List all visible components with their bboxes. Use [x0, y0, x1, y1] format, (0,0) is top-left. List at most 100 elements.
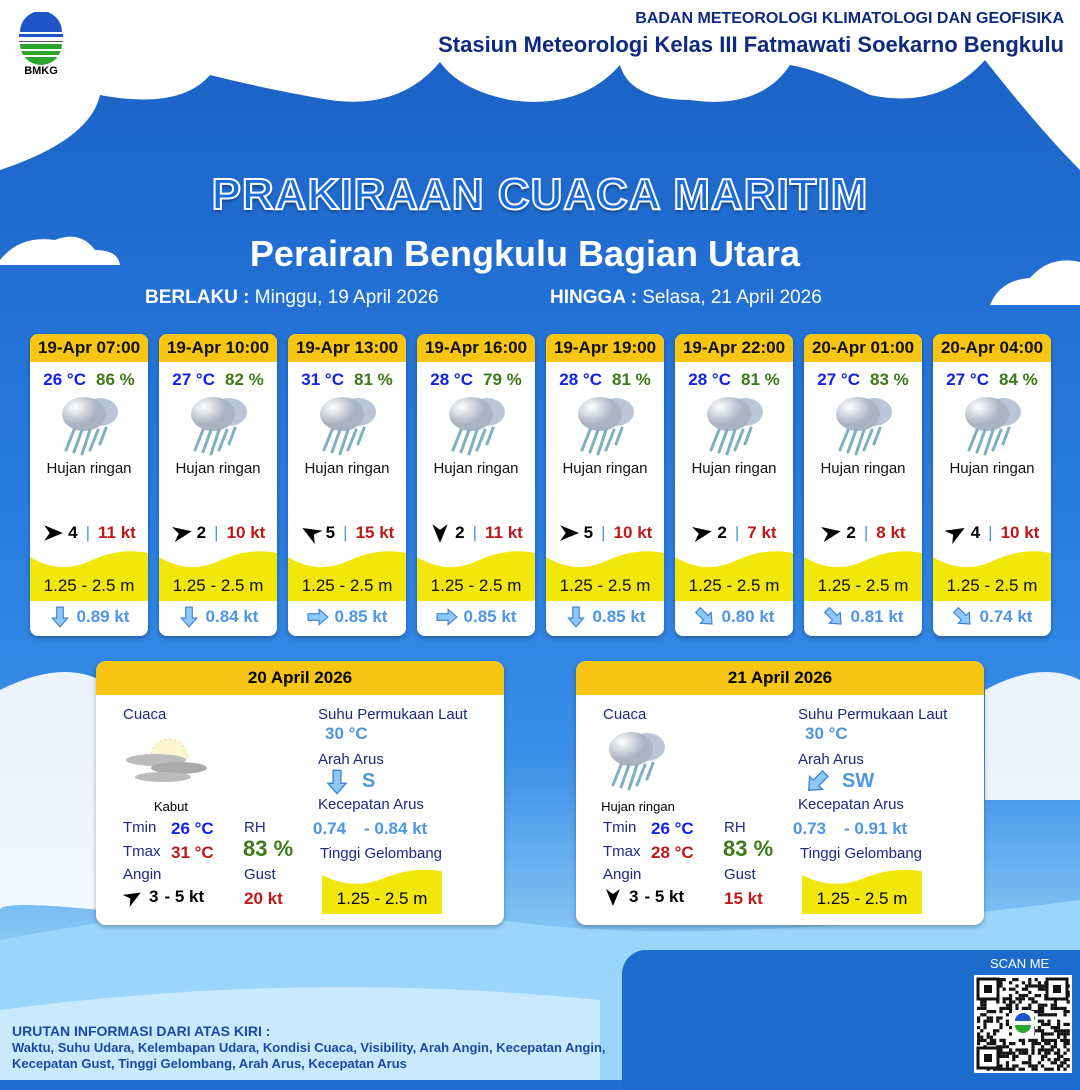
air-temp: 26 °C — [43, 370, 86, 389]
current-direction-icon — [436, 608, 458, 626]
valid-to: HINGGA : Selasa, 21 April 2026 — [550, 287, 822, 309]
wind-max: - 5 kt — [164, 887, 205, 906]
forecast-card: 20-Apr 04:00 27 °C 84 % Hujan ringan 4 | 10… — [933, 334, 1051, 636]
rh-label: RH — [244, 819, 266, 836]
current-direction-icon — [566, 606, 585, 628]
page-subtitle: Perairan Bengkulu Bagian Utara — [249, 233, 801, 274]
wind-min: 3 — [629, 887, 639, 906]
wave-value: 1.25 - 2.5 m — [816, 889, 908, 908]
current-speed: 0.85 kt — [592, 607, 646, 626]
gust-speed: 11 kt — [485, 523, 523, 542]
gust-speed: 8 kt — [876, 523, 906, 542]
org-name: BADAN METEOROLOGI KLIMATOLOGI DAN GEOFIS… — [635, 10, 1064, 27]
current-speed: 0.84 kt — [205, 607, 259, 626]
wind-direction-icon — [944, 528, 965, 544]
valid-from-label: BERLAKU : — [145, 287, 250, 308]
current-min: 0.73 — [793, 819, 827, 838]
wave-label: Tinggi Gelombang — [320, 845, 443, 862]
weather-condition: Hujan ringan — [433, 460, 519, 477]
weather-label: Cuaca — [603, 706, 647, 723]
wave-shape — [288, 551, 406, 601]
air-temp: 28 °C — [688, 370, 731, 389]
forecast-card: 19-Apr 22:00 28 °C 81 % Hujan ringan 2 | 7 … — [675, 334, 793, 636]
wave-height: 1.25 - 2.5 m — [688, 576, 780, 595]
wind-min: 3 — [149, 887, 159, 906]
footer-text: Waktu, Suhu Udara, Kelembapan Udara, Kon… — [12, 1040, 606, 1071]
tmax-label: Tmax — [123, 843, 161, 860]
light-rain-icon — [62, 397, 118, 456]
humidity: 86 % — [95, 370, 135, 389]
wind-direction-icon — [606, 889, 620, 906]
gust-speed: 10 kt — [226, 523, 266, 542]
forecast-card: 19-Apr 10:00 27 °C 82 % Hujan ringan 2 | 10… — [159, 334, 277, 636]
light-rain-icon — [965, 397, 1021, 456]
svg-text:BMKG: BMKG — [24, 65, 58, 76]
tmin-value: 26 °C — [171, 819, 214, 838]
wave-value: 1.25 - 2.5 m — [336, 889, 428, 908]
wind-direction-icon — [44, 525, 64, 541]
air-temp: 27 °C — [172, 370, 215, 389]
wind-direction-icon — [432, 524, 448, 543]
light-rain-icon — [707, 397, 763, 456]
current-direction-icon — [326, 769, 348, 795]
humidity: 81 % — [740, 370, 780, 389]
wind-direction-icon — [171, 526, 192, 543]
wind-speed: 2 — [455, 523, 465, 542]
gust-label: Gust — [724, 866, 756, 883]
humidity: 79 % — [482, 370, 522, 389]
current-speed: 0.74 kt — [979, 607, 1033, 626]
scan-me-label: SCAN ME — [990, 956, 1050, 971]
current-max: - 0.84 kt — [364, 819, 428, 838]
valid-to-label: HINGGA : — [550, 287, 637, 308]
weather-condition: Hujan ringan — [691, 460, 777, 477]
forecast-card: 19-Apr 19:00 28 °C 81 % Hujan ringan 5 | 10… — [546, 334, 664, 636]
current-direction-icon — [50, 606, 69, 628]
daily-condition: Hujan ringan — [601, 799, 675, 814]
weather-label: Cuaca — [123, 706, 167, 723]
air-temp: 28 °C — [559, 370, 602, 389]
light-rain-icon — [836, 397, 892, 456]
wave-height: 1.25 - 2.5 m — [301, 576, 393, 595]
air-temp: 27 °C — [946, 370, 989, 389]
gust-speed: 10 kt — [1000, 523, 1040, 542]
forecast-time: 19-Apr 10:00 — [159, 334, 277, 362]
weather-condition: Hujan ringan — [175, 460, 261, 477]
wave-label: Tinggi Gelombang — [800, 845, 923, 862]
wave-shape — [802, 869, 922, 914]
qr-code[interactable] — [974, 975, 1072, 1073]
wave-shape — [322, 869, 442, 914]
forecast-time: 19-Apr 07:00 — [30, 334, 148, 362]
wind-label: Angin — [603, 866, 642, 883]
current-direction-icon — [179, 606, 198, 628]
wind-direction-icon — [302, 528, 322, 544]
wave-shape — [804, 551, 922, 601]
wave-shape — [30, 551, 148, 601]
cloud-border-top — [0, 0, 1080, 305]
current-direction-icon — [307, 608, 329, 626]
tmax-label: Tmax — [603, 843, 641, 860]
air-temp: 28 °C — [430, 370, 473, 389]
current-speed: 0.85 kt — [463, 607, 517, 626]
current-max: - 0.91 kt — [844, 819, 908, 838]
wind-direction-icon — [821, 526, 842, 543]
daily-condition: Kabut — [154, 799, 188, 814]
valid-from-date: Minggu, 19 April 2026 — [254, 287, 439, 308]
sst-value: 30 °C — [325, 724, 368, 743]
wind-direction-icon — [559, 525, 579, 541]
wave-height: 1.25 - 2.5 m — [817, 576, 909, 595]
wind-speed: 2 — [846, 523, 856, 542]
sst-value: 30 °C — [805, 724, 848, 743]
forecast-time: 19-Apr 13:00 — [288, 334, 406, 362]
wave-shape — [417, 551, 535, 601]
wind-speed: 5 — [583, 523, 594, 542]
forecast-time: 20-Apr 01:00 — [804, 334, 922, 362]
current-speed: 0.85 kt — [334, 607, 388, 626]
current-direction-icon — [952, 606, 971, 625]
wave-shape — [159, 551, 277, 601]
forecast-card: 20-Apr 01:00 27 °C 83 % Hujan ringan 2 | 8 … — [804, 334, 922, 636]
tmin-value: 26 °C — [651, 819, 694, 838]
wind-direction-icon — [692, 526, 713, 543]
wave-height: 1.25 - 2.5 m — [559, 576, 651, 595]
rh-value: 83 % — [243, 836, 294, 861]
gust-speed: 10 kt — [613, 523, 653, 542]
